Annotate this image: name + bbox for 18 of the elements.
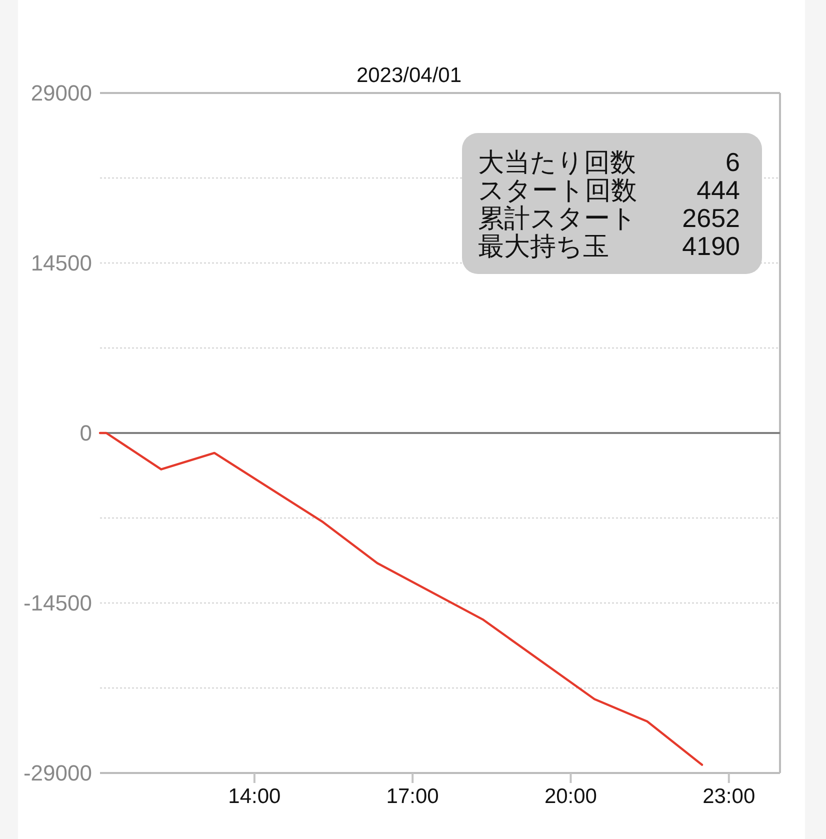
- annotation: 累計スタート: [478, 203, 637, 233]
- x-tick-label: 14:00: [228, 785, 281, 808]
- annotation: 2652: [682, 203, 740, 233]
- annotation: 最大持ち玉: [478, 231, 609, 261]
- y-tick-label: -29000: [23, 760, 92, 786]
- annotation: 6: [726, 147, 740, 177]
- x-tick-label: 23:00: [702, 785, 756, 808]
- x-tick-label: 20:00: [544, 785, 597, 808]
- y-tick-label: 14500: [30, 250, 92, 276]
- annotation: 大当たり回数: [478, 147, 636, 177]
- annotation: 444: [696, 175, 740, 205]
- y-tick-label: 0: [80, 420, 92, 446]
- annotation: 4190: [682, 231, 740, 261]
- y-tick-label: 29000: [30, 80, 92, 106]
- title: 2023/04/01: [356, 64, 462, 87]
- x-tick-label: 17:00: [386, 785, 439, 808]
- y-tick-label: -14500: [23, 590, 92, 616]
- annotation: スタート回数: [478, 175, 637, 205]
